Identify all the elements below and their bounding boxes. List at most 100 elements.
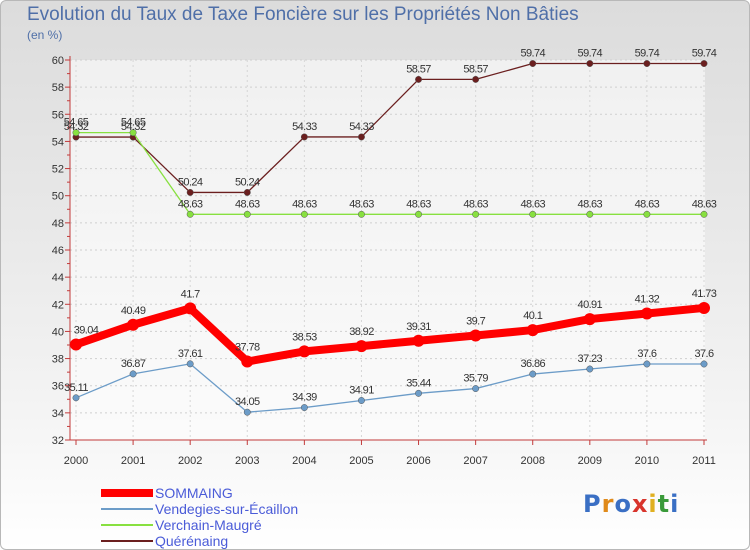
series bbox=[70, 60, 710, 416]
logo-letter: t bbox=[657, 490, 671, 518]
y-tick-label: 52 bbox=[52, 164, 64, 176]
x-tick-label: 2005 bbox=[349, 455, 373, 467]
data-point bbox=[70, 338, 82, 351]
data-label: 48.63 bbox=[463, 198, 488, 210]
y-tick-label: 56 bbox=[52, 109, 64, 121]
y-tick-label: 48 bbox=[52, 218, 64, 230]
data-label: 54.32 bbox=[121, 121, 146, 133]
data-point bbox=[415, 389, 422, 397]
data-point bbox=[186, 189, 194, 196]
data-point bbox=[472, 210, 480, 218]
legend-swatch bbox=[101, 524, 153, 526]
data-label: 37.6 bbox=[637, 348, 656, 360]
data-label: 35.79 bbox=[463, 373, 488, 385]
data-point bbox=[129, 129, 137, 137]
data-label: 40.1 bbox=[523, 310, 542, 322]
data-point bbox=[127, 318, 140, 331]
y-tick-label: 34 bbox=[52, 408, 64, 420]
data-label: 35.11 bbox=[64, 382, 88, 394]
data-point bbox=[583, 313, 596, 326]
y-axis-unit: (en %) bbox=[27, 28, 63, 42]
legend-swatch bbox=[101, 540, 153, 542]
series-line-1 bbox=[75, 363, 705, 413]
data-point bbox=[412, 334, 425, 347]
logo-letter: x bbox=[631, 490, 649, 518]
data-label: 37.6 bbox=[694, 348, 713, 360]
y-tick-label: 58 bbox=[52, 82, 64, 94]
y-tick-label: 46 bbox=[52, 245, 64, 257]
data-point bbox=[469, 329, 482, 342]
data-point bbox=[72, 129, 80, 137]
data-point bbox=[241, 355, 254, 368]
y-tick-label: 44 bbox=[52, 272, 64, 284]
grid bbox=[70, 59, 705, 441]
series-line-2 bbox=[75, 131, 705, 215]
x-tick-label: 2001 bbox=[121, 455, 145, 467]
legend-label: Verchain-Maugré bbox=[155, 517, 262, 533]
chart-title: Evolution du Taux de Taxe Foncière sur l… bbox=[27, 4, 579, 25]
data-point bbox=[355, 340, 368, 353]
y-tick-label: 42 bbox=[52, 299, 64, 311]
data-label: 54.32 bbox=[64, 121, 89, 133]
proxiti-logo: Proxiti bbox=[583, 490, 679, 518]
data-label: 48.63 bbox=[292, 198, 317, 210]
data-point bbox=[643, 210, 651, 218]
series-line-0 bbox=[72, 303, 708, 366]
data-label: 39.7 bbox=[466, 316, 485, 328]
data-label: 37.23 bbox=[578, 353, 603, 365]
data-label: 34.05 bbox=[235, 396, 260, 408]
data-point bbox=[526, 324, 539, 337]
data-point bbox=[298, 345, 311, 358]
data-label: 34.91 bbox=[349, 385, 374, 397]
data-point bbox=[529, 210, 537, 218]
y-tick-label: 38 bbox=[52, 354, 64, 366]
data-label: 40.49 bbox=[121, 305, 146, 317]
data-point bbox=[529, 60, 537, 67]
x-tick-label: 2003 bbox=[235, 455, 259, 467]
legend-label: Vendegies-sur-Écaillon bbox=[155, 501, 299, 517]
y-tick-label: 60 bbox=[52, 55, 64, 67]
axes: 32 34 36 38 40 42 44 46 48 50 52 54 56 58 60 2000 2001 20… bbox=[52, 55, 716, 467]
data-point bbox=[640, 307, 653, 320]
data-label: 58.57 bbox=[406, 63, 431, 75]
data-label: 48.63 bbox=[635, 198, 660, 210]
data-point bbox=[586, 60, 594, 67]
data-label: 39.31 bbox=[406, 321, 431, 333]
y-tick-label: 36 bbox=[52, 381, 64, 393]
x-tick-label: 2004 bbox=[292, 455, 316, 467]
data-label: 34.39 bbox=[292, 392, 317, 404]
data-point bbox=[186, 210, 194, 218]
logo-letter: i bbox=[670, 490, 680, 518]
data-label: 48.63 bbox=[578, 198, 603, 210]
data-point bbox=[243, 210, 251, 218]
data-point bbox=[700, 210, 708, 218]
data-label: 35.44 bbox=[406, 377, 431, 389]
data-label: 54.65 bbox=[64, 117, 89, 129]
data-label: 40.91 bbox=[578, 299, 603, 311]
data-label: 48.63 bbox=[349, 198, 374, 210]
data-point bbox=[186, 360, 194, 368]
data-label: 37.61 bbox=[178, 348, 203, 360]
x-tick-label: 2007 bbox=[463, 455, 487, 467]
data-point bbox=[358, 397, 365, 404]
data-point bbox=[643, 60, 651, 67]
data-point bbox=[300, 210, 308, 218]
data-label: 48.63 bbox=[406, 198, 431, 210]
legend-swatch bbox=[101, 508, 153, 510]
data-point bbox=[700, 360, 708, 368]
data-point bbox=[529, 370, 537, 378]
data-label: 41.7 bbox=[181, 288, 200, 300]
data-label: 41.73 bbox=[692, 288, 717, 300]
data-point bbox=[700, 60, 708, 67]
x-tick-label: 2009 bbox=[578, 455, 602, 467]
data-label: 59.74 bbox=[520, 48, 545, 60]
data-label: 58.57 bbox=[463, 63, 488, 75]
data-point bbox=[184, 302, 197, 315]
data-point bbox=[586, 365, 594, 373]
data-label: 54.65 bbox=[121, 117, 146, 129]
y-tick-label: 40 bbox=[52, 326, 64, 338]
data-label: 48.63 bbox=[692, 198, 717, 210]
data-point bbox=[129, 370, 137, 378]
